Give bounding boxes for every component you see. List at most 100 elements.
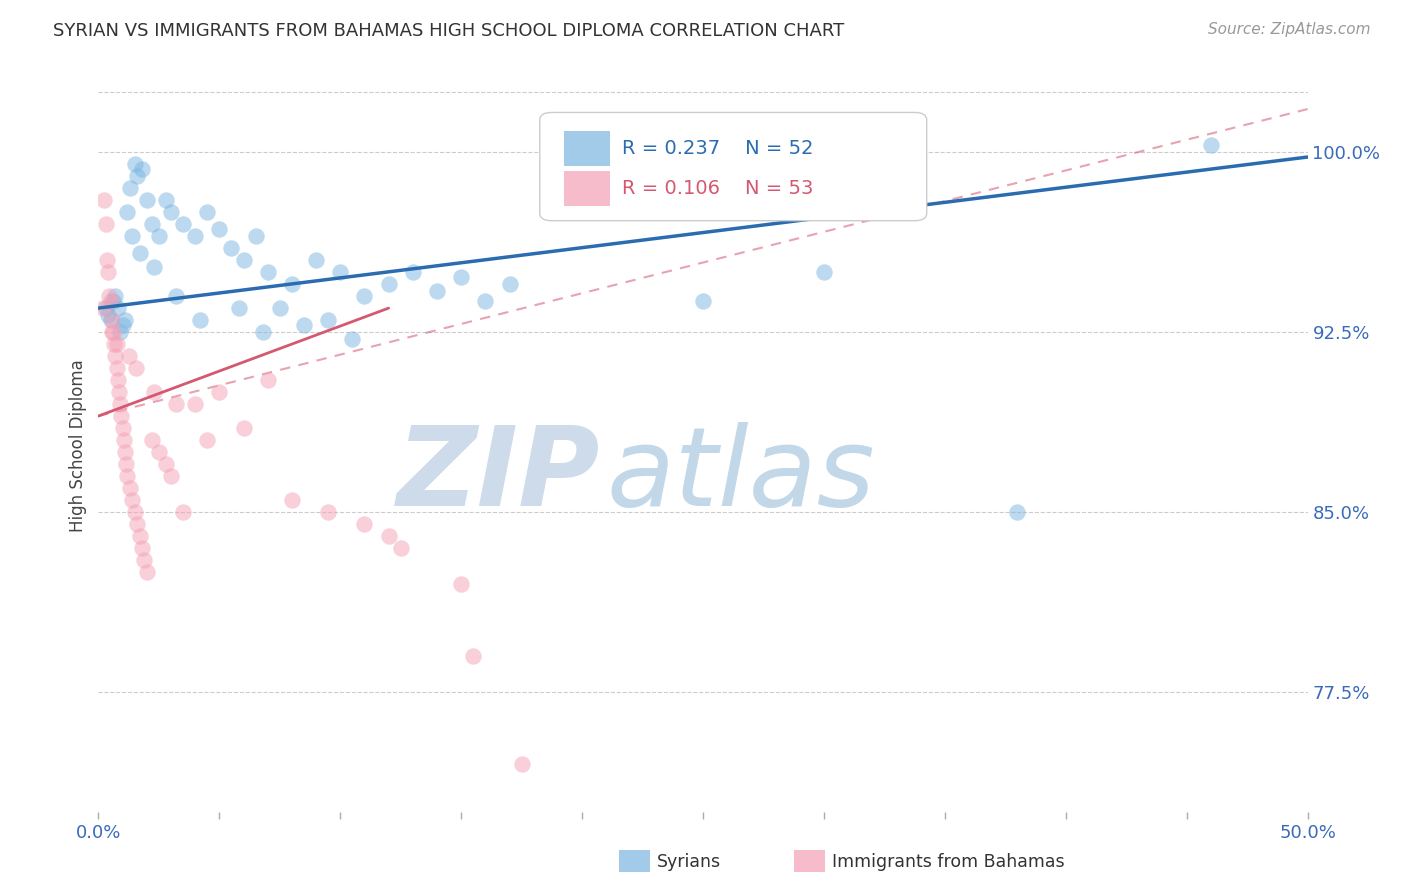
Point — [148, 445, 170, 459]
Point — [195, 433, 218, 447]
Point — [97, 308, 120, 322]
Point — [353, 289, 375, 303]
Point — [426, 285, 449, 299]
Point — [329, 265, 352, 279]
Point — [510, 756, 533, 771]
Point — [103, 337, 125, 351]
Point — [98, 289, 121, 303]
Point — [100, 313, 122, 327]
Point — [316, 313, 339, 327]
Point — [208, 385, 231, 400]
Point — [118, 349, 141, 363]
Point — [450, 577, 472, 591]
Point — [143, 260, 166, 275]
Point — [111, 318, 134, 332]
Point — [114, 313, 136, 327]
Point — [172, 505, 194, 519]
FancyBboxPatch shape — [540, 112, 927, 220]
Y-axis label: High School Diploma: High School Diploma — [69, 359, 87, 533]
Point — [117, 205, 139, 219]
Point — [188, 313, 211, 327]
Point — [148, 229, 170, 244]
Point — [100, 313, 122, 327]
Point — [118, 481, 141, 495]
Point — [91, 301, 114, 315]
Point — [107, 301, 129, 315]
Point — [94, 217, 117, 231]
Point — [125, 361, 148, 376]
Point — [93, 193, 115, 207]
Point — [184, 397, 207, 411]
Point — [160, 469, 183, 483]
Point — [134, 553, 156, 567]
Point — [1199, 138, 1222, 153]
Point — [128, 246, 150, 260]
FancyBboxPatch shape — [564, 131, 610, 166]
Point — [377, 277, 399, 292]
Point — [389, 541, 412, 555]
Point — [96, 253, 118, 268]
Point — [115, 457, 138, 471]
Text: ZIP: ZIP — [396, 422, 600, 529]
Text: SYRIAN VS IMMIGRANTS FROM BAHAMAS HIGH SCHOOL DIPLOMA CORRELATION CHART: SYRIAN VS IMMIGRANTS FROM BAHAMAS HIGH S… — [53, 22, 845, 40]
Point — [108, 397, 131, 411]
Point — [281, 277, 304, 292]
Point — [128, 529, 150, 543]
Point — [165, 397, 187, 411]
Point — [292, 318, 315, 332]
Point — [269, 301, 291, 315]
Point — [143, 385, 166, 400]
Point — [121, 229, 143, 244]
Point — [463, 648, 485, 663]
Point — [127, 169, 149, 184]
Point — [1007, 505, 1029, 519]
Point — [118, 181, 141, 195]
Point — [221, 241, 243, 255]
Point — [228, 301, 250, 315]
Point — [131, 161, 153, 176]
Point — [155, 457, 177, 471]
Point — [813, 265, 835, 279]
Text: atlas: atlas — [606, 422, 875, 529]
Point — [305, 253, 328, 268]
Point — [108, 385, 131, 400]
Point — [101, 325, 124, 339]
Point — [135, 565, 157, 579]
Point — [97, 265, 120, 279]
Text: Source: ZipAtlas.com: Source: ZipAtlas.com — [1208, 22, 1371, 37]
Point — [377, 529, 399, 543]
Point — [208, 222, 231, 236]
Point — [281, 492, 304, 507]
Point — [450, 269, 472, 284]
Point — [353, 516, 375, 531]
Point — [165, 289, 187, 303]
Point — [342, 332, 364, 346]
Point — [100, 325, 122, 339]
Point — [195, 205, 218, 219]
Point — [402, 265, 425, 279]
Text: R = 0.237    N = 52: R = 0.237 N = 52 — [621, 139, 814, 158]
Point — [105, 361, 128, 376]
Point — [252, 325, 274, 339]
Point — [108, 325, 131, 339]
Point — [692, 293, 714, 308]
Point — [498, 277, 520, 292]
Point — [124, 157, 146, 171]
Point — [245, 229, 267, 244]
Point — [232, 421, 254, 435]
Point — [256, 265, 278, 279]
Text: Syrians: Syrians — [657, 853, 721, 871]
Point — [135, 193, 157, 207]
Point — [474, 293, 496, 308]
Point — [316, 505, 339, 519]
FancyBboxPatch shape — [564, 171, 610, 206]
Point — [101, 293, 124, 308]
Point — [104, 349, 127, 363]
Point — [104, 289, 127, 303]
Text: R = 0.106    N = 53: R = 0.106 N = 53 — [621, 179, 813, 198]
Point — [112, 433, 135, 447]
Point — [232, 253, 254, 268]
Point — [127, 516, 149, 531]
Point — [114, 445, 136, 459]
Text: Immigrants from Bahamas: Immigrants from Bahamas — [832, 853, 1064, 871]
